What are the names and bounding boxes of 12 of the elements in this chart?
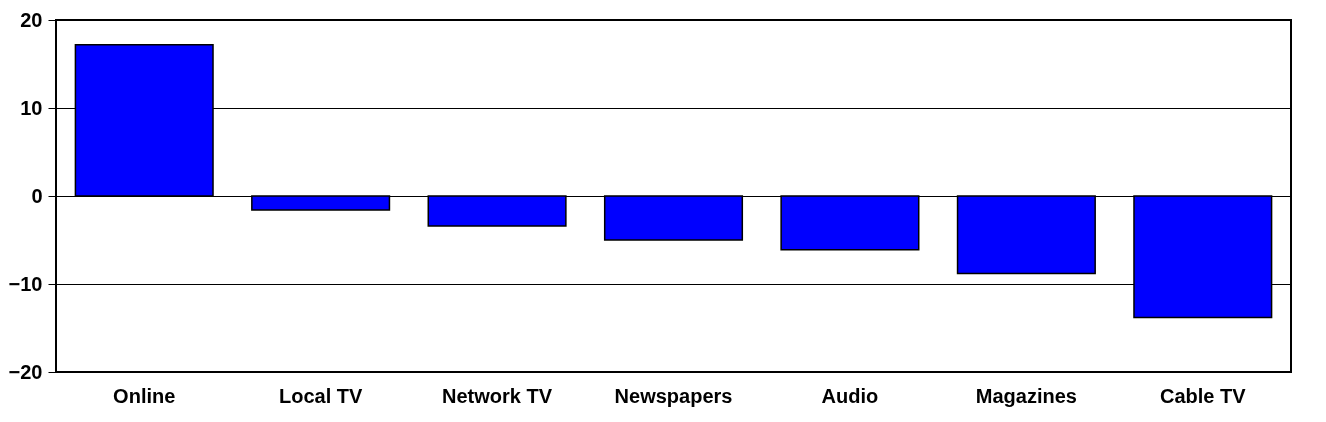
x-tick-label: Online <box>113 384 176 407</box>
x-tick-label: Cable TV <box>1160 384 1247 407</box>
x-tick-label: Newspapers <box>614 384 733 407</box>
y-tick-label: 0 <box>31 184 43 207</box>
y-tick-label: 20 <box>20 8 43 31</box>
y-tick-label: 10 <box>20 96 43 119</box>
y-tick-label: −20 <box>8 360 43 383</box>
y-tick-label: −10 <box>8 272 43 295</box>
x-tick-label: Audio <box>821 384 879 407</box>
x-tick-label: Network TV <box>442 384 553 407</box>
x-tick-label: Magazines <box>975 384 1077 407</box>
x-tick-label: Local TV <box>278 384 363 407</box>
